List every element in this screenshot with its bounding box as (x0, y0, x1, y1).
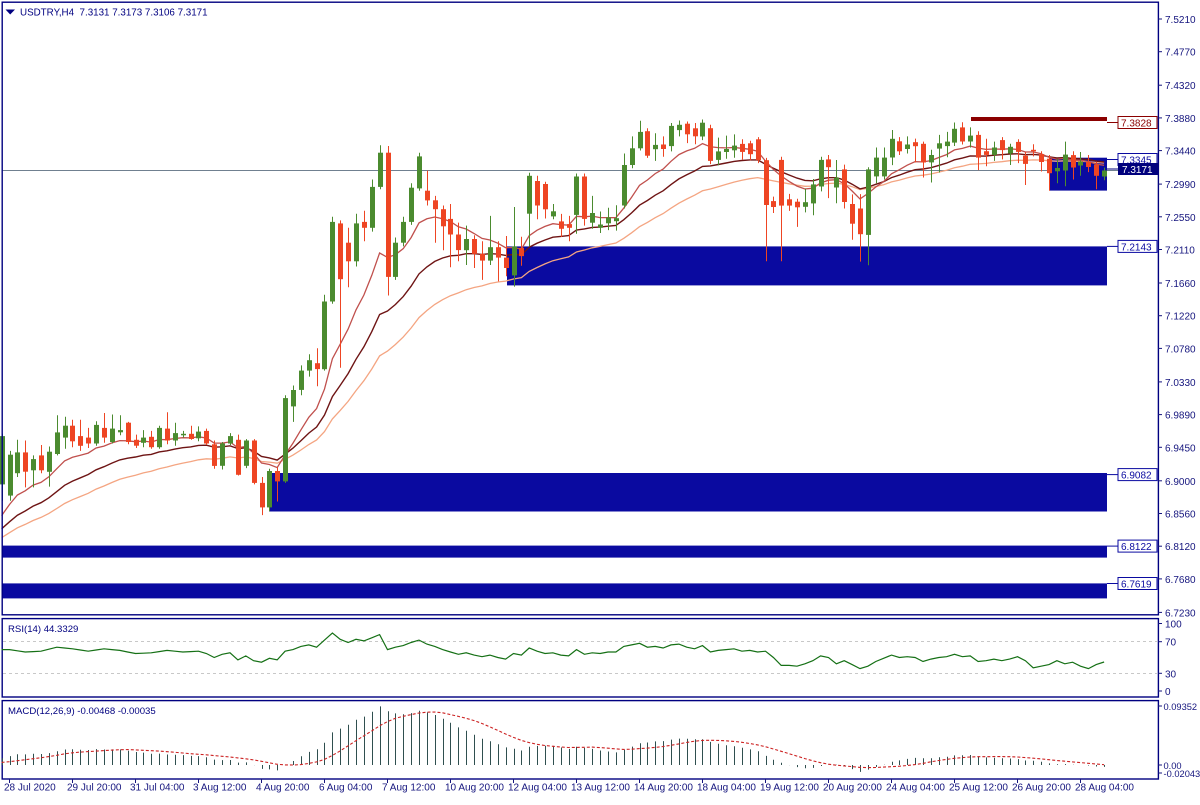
svg-text:3 Aug 12:00: 3 Aug 12:00 (193, 783, 247, 794)
svg-text:6.9890: 6.9890 (1165, 411, 1196, 422)
svg-text:7.2550: 7.2550 (1165, 213, 1196, 224)
svg-text:31 Jul 04:00: 31 Jul 04:00 (130, 783, 185, 794)
svg-text:20 Aug 20:00: 20 Aug 20:00 (823, 783, 882, 794)
svg-text:7.0780: 7.0780 (1165, 344, 1196, 355)
svg-text:7.4770: 7.4770 (1165, 48, 1196, 59)
svg-text:7.2990: 7.2990 (1165, 180, 1196, 191)
svg-text:26 Aug 20:00: 26 Aug 20:00 (1012, 783, 1071, 794)
svg-text:7.3440: 7.3440 (1165, 147, 1196, 158)
svg-text:6.9450: 6.9450 (1165, 443, 1196, 454)
svg-text:100: 100 (1165, 620, 1182, 631)
svg-text:7.2110: 7.2110 (1165, 246, 1195, 257)
svg-text:6.7619: 6.7619 (1121, 580, 1152, 591)
svg-text:7.1220: 7.1220 (1165, 312, 1196, 323)
svg-text:7.0330: 7.0330 (1165, 378, 1196, 389)
svg-text:7.4320: 7.4320 (1165, 81, 1196, 92)
svg-text:7.3171: 7.3171 (1122, 165, 1153, 176)
svg-text:6.7230: 6.7230 (1165, 608, 1196, 619)
svg-text:6.9082: 6.9082 (1121, 471, 1152, 482)
svg-text:6.8122: 6.8122 (1121, 542, 1152, 553)
svg-text:7 Aug 12:00: 7 Aug 12:00 (382, 783, 436, 794)
svg-text:7.2143: 7.2143 (1121, 242, 1152, 253)
svg-text:13 Aug 12:00: 13 Aug 12:00 (571, 783, 630, 794)
svg-text:6 Aug 04:00: 6 Aug 04:00 (319, 783, 373, 794)
svg-text:12 Aug 04:00: 12 Aug 04:00 (508, 783, 567, 794)
svg-text:-0.02043: -0.02043 (1164, 769, 1200, 779)
svg-text:6.8120: 6.8120 (1165, 542, 1196, 553)
svg-text:7.3828: 7.3828 (1121, 119, 1152, 130)
svg-text:28 Jul 2020: 28 Jul 2020 (4, 783, 56, 794)
svg-text:MACD(12,26,9) -0.00468 -0.0003: MACD(12,26,9) -0.00468 -0.00035 (8, 706, 156, 717)
svg-text:7.3880: 7.3880 (1165, 114, 1196, 125)
svg-text:0.09352: 0.09352 (1164, 702, 1198, 712)
svg-text:7.5210: 7.5210 (1165, 15, 1196, 26)
svg-text:29 Jul 20:00: 29 Jul 20:00 (67, 783, 122, 794)
svg-text:0: 0 (1165, 687, 1171, 698)
svg-text:6.7680: 6.7680 (1165, 575, 1196, 586)
svg-text:6.8560: 6.8560 (1165, 510, 1196, 521)
svg-text:28 Aug 04:00: 28 Aug 04:00 (1075, 783, 1134, 794)
svg-text:18 Aug 04:00: 18 Aug 04:00 (697, 783, 756, 794)
svg-text:USDTRY,H4 7.3131 7.3173 7.310: USDTRY,H4 7.3131 7.3173 7.3106 7.3171 (20, 8, 208, 19)
svg-text:RSI(14) 44.3329: RSI(14) 44.3329 (8, 624, 78, 635)
svg-text:4 Aug 20:00: 4 Aug 20:00 (256, 783, 310, 794)
svg-text:14 Aug 20:00: 14 Aug 20:00 (634, 783, 693, 794)
svg-text:30: 30 (1165, 669, 1177, 680)
svg-text:19 Aug 12:00: 19 Aug 12:00 (760, 783, 819, 794)
svg-text:7.1660: 7.1660 (1165, 279, 1196, 290)
svg-text:25 Aug 12:00: 25 Aug 12:00 (949, 783, 1008, 794)
svg-text:70: 70 (1165, 638, 1177, 649)
svg-text:10 Aug 20:00: 10 Aug 20:00 (445, 783, 504, 794)
svg-text:6.9000: 6.9000 (1165, 477, 1196, 488)
svg-text:24 Aug 04:00: 24 Aug 04:00 (886, 783, 945, 794)
